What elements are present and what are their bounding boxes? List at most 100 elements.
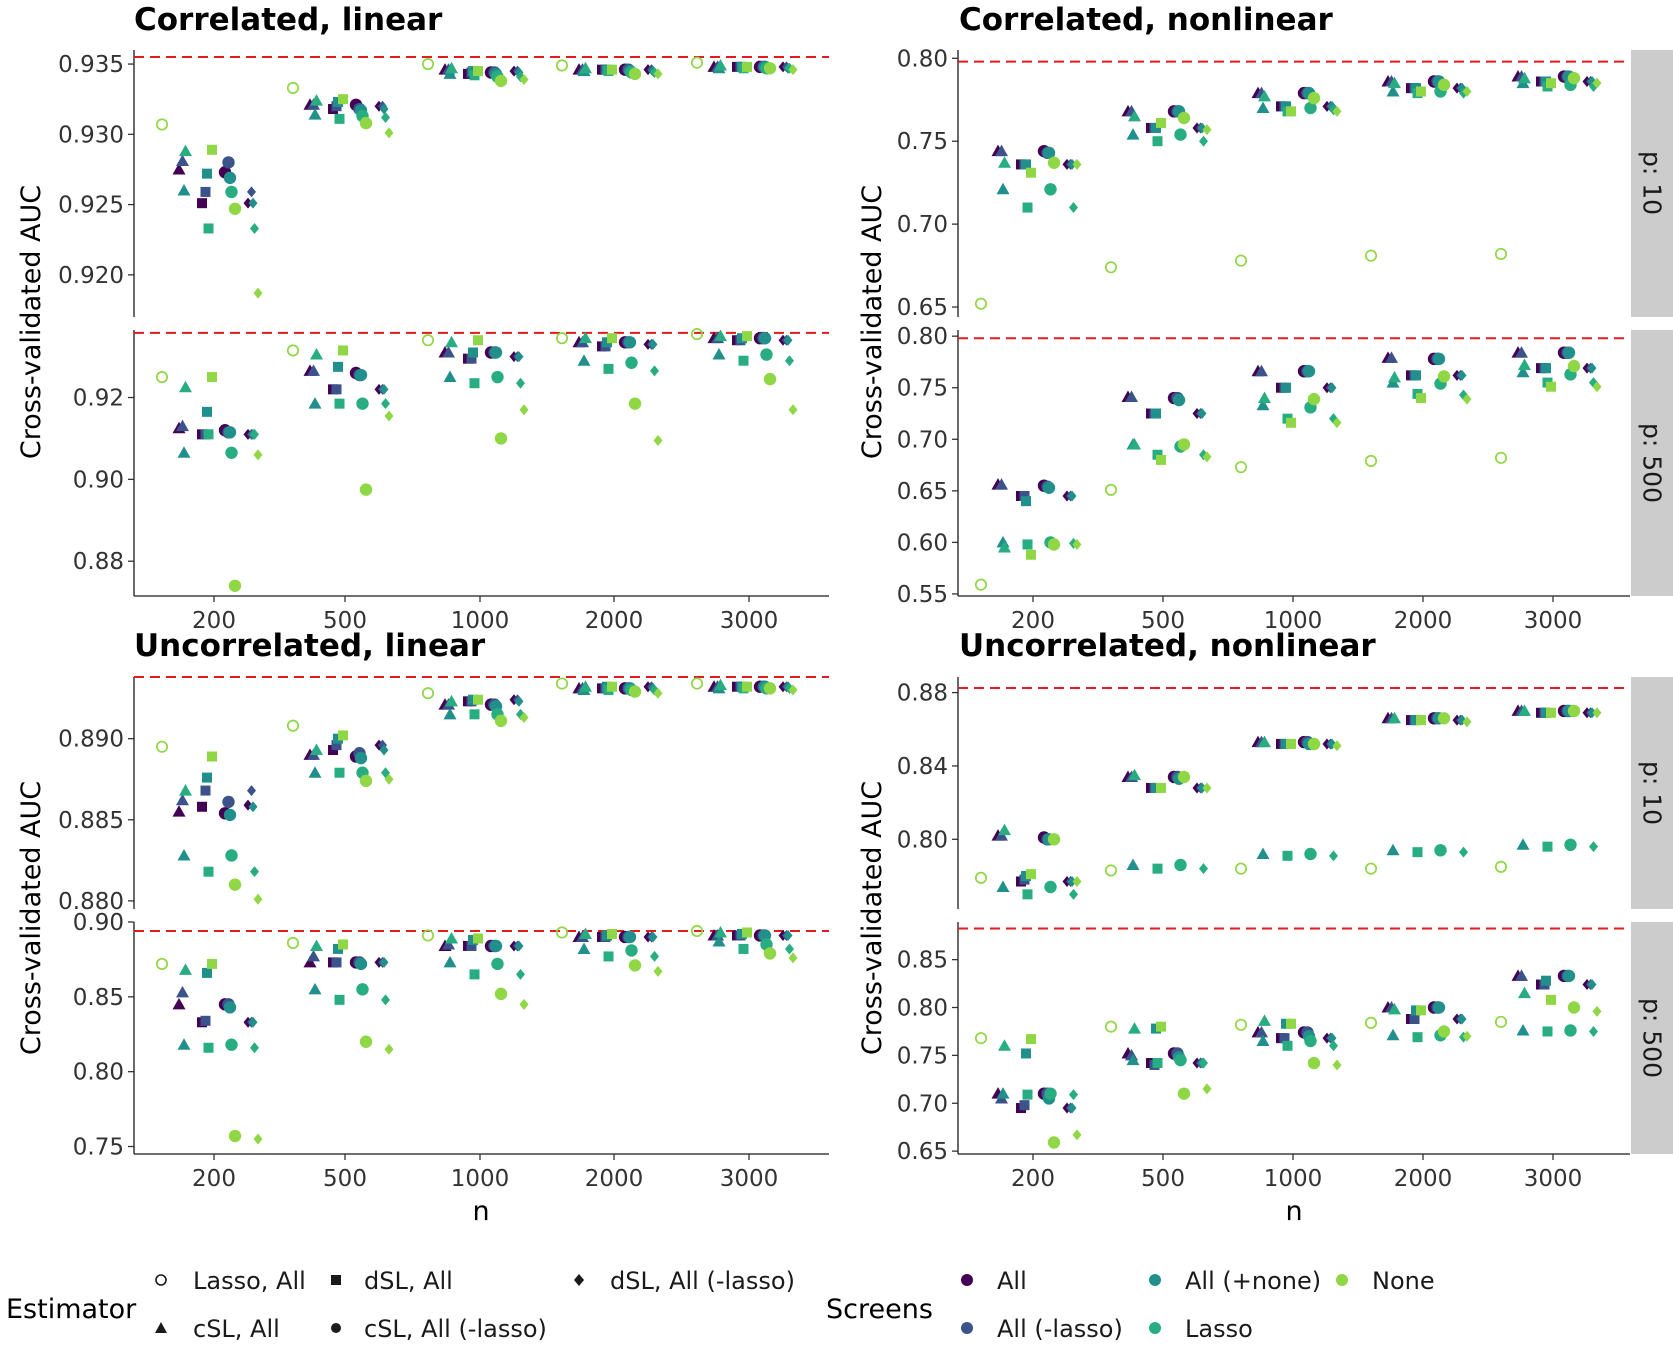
y-tick-label: 0.65 — [897, 295, 948, 321]
x-tick-label: 1000 — [451, 1166, 510, 1192]
data-point — [1388, 370, 1401, 383]
legend-estimator-csl-all-lasso: cSL, All (-lasso) — [331, 1315, 547, 1343]
data-point — [1518, 704, 1531, 716]
data-point — [788, 64, 798, 76]
data-point — [738, 355, 749, 366]
y-axis-title-correlated-nonlinear: Cross-validated AUC — [857, 185, 888, 459]
data-point — [603, 951, 614, 962]
data-point — [253, 1133, 263, 1145]
panels-group: 0.920 0.925 0.930 0.935 0.88 0.90 0.92 200 500 10… — [58, 46, 1630, 1192]
data-point — [1177, 1087, 1191, 1100]
panel-uncorrelated-linear-p-10: 0.880 0.885 0.890 — [58, 676, 829, 915]
data-point — [308, 108, 322, 120]
data-point — [996, 182, 1010, 195]
strip-correlated-p10 — [1631, 50, 1673, 317]
legend-label: Lasso, All — [193, 1267, 306, 1295]
screen-color-dot — [961, 1274, 973, 1286]
data-point — [788, 684, 798, 696]
data-point — [1104, 483, 1118, 496]
y-tick-label: 0.890 — [58, 727, 124, 753]
data-point — [359, 483, 373, 496]
data-point — [1021, 1048, 1031, 1059]
x-axis-title-right: n — [1285, 1196, 1302, 1227]
data-point — [310, 348, 323, 360]
data-point — [1587, 362, 1597, 374]
data-point — [338, 939, 348, 950]
data-point — [996, 880, 1010, 892]
data-point — [200, 186, 211, 197]
data-point — [607, 64, 617, 75]
y-axis-title-correlated-linear: Cross-validated AUC — [16, 185, 47, 459]
data-point — [579, 680, 592, 692]
facet-title-uncorrelated-linear: Uncorrelated, linear — [134, 628, 486, 664]
data-point — [379, 744, 389, 756]
data-point — [738, 943, 749, 954]
panel-uncorrelated-nonlinear-p-500: 0.65 0.70 0.75 0.80 0.85 200 500 1000 2000 3000 — [897, 922, 1630, 1192]
data-point — [223, 808, 237, 822]
data-point — [1564, 1024, 1577, 1037]
data-point — [555, 332, 569, 345]
data-point — [197, 801, 207, 812]
data-point — [1518, 71, 1531, 84]
data-point — [310, 94, 323, 106]
data-point — [1255, 1025, 1268, 1038]
data-point — [1546, 381, 1556, 392]
data-point — [1385, 351, 1398, 363]
y-tick-label: 0.70 — [897, 427, 948, 453]
data-point — [286, 81, 300, 94]
y-tick-label: 0.920 — [58, 263, 124, 289]
data-point — [1388, 1002, 1401, 1015]
data-point — [742, 61, 752, 72]
data-point — [1567, 704, 1581, 718]
data-point — [1177, 111, 1191, 125]
data-point — [1304, 847, 1317, 861]
data-point — [1156, 782, 1166, 793]
y-tick-label: 0.930 — [58, 122, 124, 148]
data-point — [1567, 71, 1581, 85]
data-point — [1388, 76, 1401, 89]
data-point — [1416, 1005, 1426, 1016]
data-point — [1327, 382, 1337, 394]
data-point — [200, 785, 211, 796]
data-point — [1202, 782, 1212, 794]
x-tick-label: 500 — [323, 608, 367, 634]
data-point — [1329, 1040, 1338, 1052]
data-point — [1156, 1021, 1166, 1032]
data-point — [623, 336, 637, 349]
data-point — [1515, 969, 1528, 981]
data-point — [1126, 858, 1140, 870]
data-point — [1151, 408, 1161, 419]
legend-screen-none: None — [1336, 1267, 1435, 1295]
data-point — [443, 955, 457, 968]
data-point — [202, 967, 212, 978]
data-point — [468, 347, 478, 358]
panel-correlated-linear-p-500: 0.88 0.90 0.92 200 500 1000 2000 3000 — [73, 328, 829, 634]
data-point — [286, 936, 300, 950]
x-axis-title-left: n — [472, 1196, 489, 1227]
y-axis-title-uncorrelated-nonlinear: Cross-validated AUC — [857, 781, 888, 1055]
data-point — [555, 59, 569, 72]
data-point — [514, 695, 524, 707]
data-point — [200, 1015, 211, 1026]
data-point — [1174, 1053, 1187, 1067]
data-point — [1332, 740, 1342, 752]
data-point — [690, 677, 704, 690]
data-point — [1256, 101, 1270, 114]
data-point — [1546, 78, 1556, 89]
data-point — [176, 154, 189, 167]
data-point — [308, 982, 322, 995]
data-point — [1459, 846, 1468, 858]
data-point — [228, 202, 242, 215]
data-point — [228, 1129, 242, 1143]
data-point — [1258, 735, 1271, 748]
data-point — [248, 801, 258, 813]
data-point — [491, 957, 504, 971]
data-point — [354, 751, 368, 765]
data-point — [516, 968, 525, 980]
legend-estimator-dsl-all-lasso: dSL, All (-lasso) — [574, 1267, 795, 1295]
data-point — [783, 929, 793, 941]
data-point — [974, 1032, 988, 1045]
data-point — [379, 956, 389, 968]
legend-label: All — [997, 1267, 1027, 1295]
y-tick-label: 0.885 — [58, 808, 124, 834]
